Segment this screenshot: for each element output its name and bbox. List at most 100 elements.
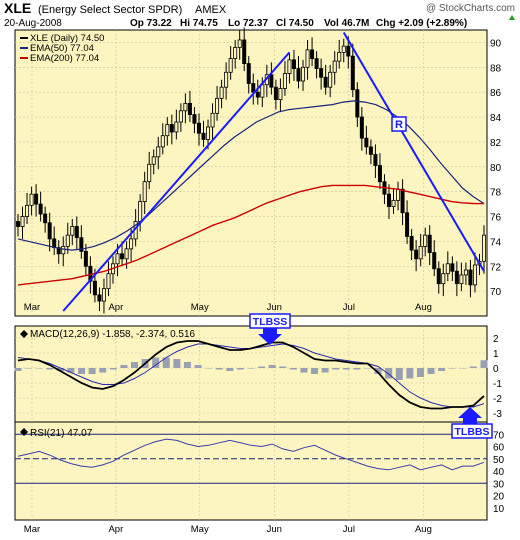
candle-body — [282, 73, 287, 89]
candle-body — [124, 248, 129, 260]
candle-body — [196, 122, 201, 134]
candle-body — [319, 68, 324, 78]
candle-body — [187, 102, 192, 115]
candle-body — [70, 226, 75, 236]
candle — [224, 62, 229, 100]
header-change: Chg +2.09 (+2.89%) — [376, 18, 467, 29]
macd-histogram-bar — [438, 368, 446, 371]
candle-body — [301, 66, 306, 82]
candle — [282, 61, 287, 96]
macd-histogram-bar — [247, 368, 255, 369]
candle — [328, 64, 333, 98]
candle-body — [74, 226, 79, 239]
candle-body — [169, 124, 174, 133]
macd-histogram-bar — [395, 368, 403, 380]
candle — [432, 240, 437, 277]
candle — [34, 184, 39, 217]
candle — [178, 103, 183, 132]
candle — [319, 58, 324, 90]
x-axis-top: Mar Apr May Jun Jul Aug — [24, 302, 432, 313]
candle — [310, 37, 315, 67]
macd-histogram-bar — [279, 366, 287, 368]
candle — [237, 30, 242, 60]
candle — [65, 222, 70, 254]
candle-body — [391, 199, 396, 207]
candle-body — [296, 68, 301, 82]
candle — [301, 59, 306, 91]
candle — [83, 243, 88, 277]
candle-body — [25, 204, 30, 217]
header-date: 20-Aug-2008 — [4, 18, 62, 29]
rsi-line — [17, 438, 485, 471]
price-y-tick: 84 — [490, 113, 502, 124]
candle-body — [255, 91, 260, 98]
macd-histogram-bar — [311, 368, 319, 374]
macd-histogram-bar — [289, 368, 297, 370]
macd-histogram-bar — [321, 368, 329, 373]
macd-histogram-bar — [226, 368, 234, 371]
rsi-panel — [14, 421, 488, 521]
header-volume: Vol 46.7M — [324, 18, 369, 29]
candle-body — [445, 263, 450, 275]
macd-histogram-bar — [152, 357, 160, 368]
candle — [332, 51, 337, 85]
candle — [436, 261, 441, 294]
candle-body — [224, 71, 229, 88]
macd-histogram-bar — [173, 359, 181, 368]
candle — [97, 287, 102, 312]
legend-ema200: EMA(200) 77.04 — [30, 53, 99, 64]
macd-title: MACD(12,26,9) -1.858, -2.374, 0.516 — [30, 329, 196, 340]
candle — [364, 125, 369, 155]
candle-body — [418, 245, 423, 260]
macd-histogram-bar — [120, 365, 128, 368]
macd-histogram-bar — [67, 368, 75, 373]
trendlines — [62, 31, 485, 312]
x-tick-label: Jul — [343, 302, 355, 313]
annotation-tlbss: TLBSS — [249, 313, 291, 345]
candle — [219, 79, 224, 109]
macd-histogram-bar — [448, 368, 456, 369]
macd-histogram-bar — [109, 368, 117, 370]
candle-body — [219, 86, 224, 99]
annotation-r-box — [391, 116, 407, 132]
candle-body — [355, 89, 360, 118]
legend-ema50: EMA(50) 77.04 — [30, 43, 94, 54]
candle — [233, 39, 238, 69]
annotation-tlbbs-label: TLBBS — [455, 426, 490, 438]
candle — [187, 90, 192, 123]
price-panel — [14, 29, 488, 317]
candle-body — [269, 74, 274, 88]
candle-body — [346, 45, 351, 57]
macd-panel — [14, 325, 488, 423]
candle — [400, 179, 405, 226]
header-low: Lo 72.37 — [228, 18, 268, 29]
candle-body — [138, 201, 143, 222]
candle — [147, 151, 152, 190]
candle — [287, 52, 292, 84]
candle-body — [463, 269, 468, 276]
candle-body — [34, 193, 39, 205]
candle-body — [359, 116, 364, 139]
annotation-tlbbs: TLBBS — [451, 407, 493, 439]
candle-body — [43, 213, 48, 224]
macd-histogram-bar — [215, 368, 223, 370]
x-axis-bottom: Mar Apr May Jun Jul Aug — [24, 524, 432, 535]
candle-body — [65, 234, 70, 247]
annotation-r-label: R — [395, 119, 403, 131]
candle-body — [341, 45, 346, 53]
candle-body — [427, 234, 432, 253]
header-symbol: XLE — [4, 0, 31, 16]
macd-histogram-bar — [459, 368, 467, 369]
candle — [165, 117, 170, 146]
candle — [472, 252, 477, 293]
candle-body — [332, 60, 337, 73]
candle-body — [314, 58, 319, 69]
candle — [405, 200, 410, 244]
macd-histogram-bar — [374, 368, 382, 374]
candle-body — [156, 146, 161, 158]
candle — [47, 212, 52, 252]
candle — [278, 78, 283, 113]
legend-price: XLE (Daily) 74.50 — [30, 33, 104, 44]
diamond-icon — [20, 428, 28, 436]
